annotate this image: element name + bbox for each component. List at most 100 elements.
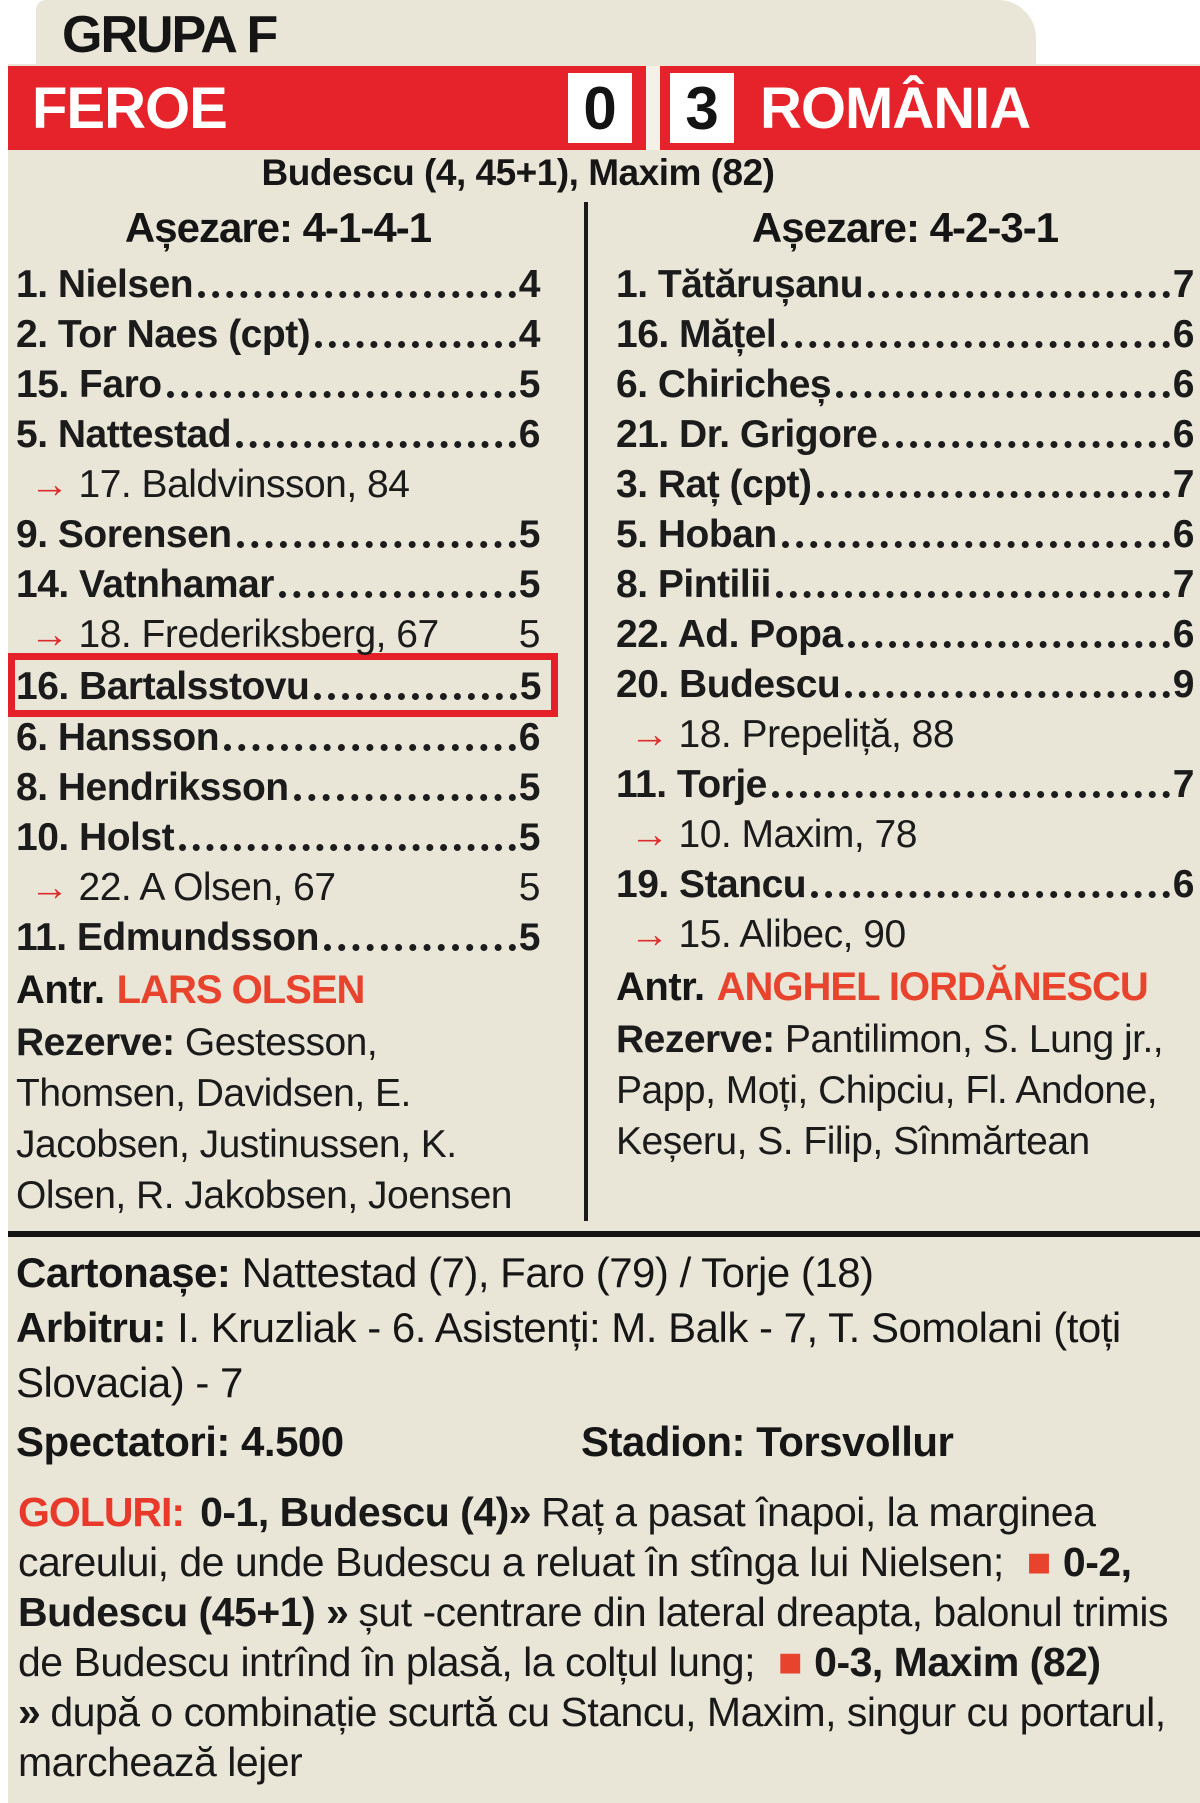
score-bar-home-segment: FEROE 0: [8, 66, 646, 150]
player-rating: 6: [518, 716, 541, 760]
player-rating: 5: [518, 563, 541, 607]
sub-arrow-icon: →: [30, 463, 69, 507]
sub-arrow-icon: →: [630, 813, 669, 857]
player-row: → 18. Prepeliță, 88: [616, 708, 1194, 758]
dotted-leader: [166, 391, 516, 398]
dotted-leader: [323, 944, 516, 951]
spectators-pair: Spectatori: 4.500: [16, 1414, 581, 1469]
goal-item: ■ 0-1, Budescu (4)»Raț a pasat înapoi, la…: [18, 1489, 1096, 1585]
goal-description: după o combinație scurtă cu Stancu, Maxi…: [18, 1689, 1166, 1785]
referee-value: I. Kruzliak - 6. Asistenți: M. Balk - 7,…: [16, 1304, 1121, 1406]
player-rating: 6: [1172, 613, 1195, 657]
player-rating: 6: [1172, 863, 1195, 907]
dotted-leader: [236, 441, 516, 448]
player-row: → 5. Nattestad 6: [16, 408, 541, 458]
player-rating: 5: [518, 513, 541, 557]
home-coach-row: Antr. LARS OLSEN: [16, 963, 540, 1017]
home-coach-name: LARS OLSEN: [116, 967, 366, 1012]
goals-paragraph: GOLURI: ■ 0-1, Budescu (4)»Raț a pasat îna…: [8, 1487, 1200, 1787]
player-name: 9. Sorensen: [16, 513, 232, 557]
player-row: → 5. Hoban 6: [616, 508, 1195, 558]
player-row: → 21. Dr. Grigore 6: [616, 408, 1195, 458]
dotted-leader: [198, 291, 516, 298]
player-name: 15. Faro: [16, 363, 162, 407]
goals-list: ■ 0-1, Budescu (4)»Raț a pasat înapoi, la…: [18, 1489, 1168, 1785]
dotted-leader: [771, 791, 1170, 798]
dotted-leader: [236, 541, 516, 548]
player-row: → 6. Chiricheș 6: [616, 358, 1195, 408]
attendance-line: Spectatori: 4.500 Stadion: Torsvollur: [8, 1414, 1200, 1469]
home-lineup: → 1. Nielsen 4 → 2. Tor Naes (cpt) 4: [8, 258, 558, 961]
player-row: → 1. Tătărușanu 7: [616, 258, 1195, 308]
goal-score: 0-3, Maxim (82) »: [18, 1639, 1101, 1735]
player-name: 14. Vatnhamar: [16, 563, 274, 607]
goals-label: GOLURI:: [18, 1489, 185, 1535]
player-rating: 5: [518, 866, 541, 910]
sub-arrow-icon: →: [30, 613, 69, 657]
player-row: → 8. Hendriksson 5: [16, 761, 541, 811]
dotted-leader: [179, 844, 516, 851]
goal-description: șut -centrare din lateral dreapta, balon…: [18, 1589, 1168, 1685]
stadium-label: Stadion:: [581, 1418, 745, 1465]
reserves-label: Rezerve:: [16, 1021, 175, 1064]
player-name: 15. Alibec, 90: [678, 913, 907, 957]
player-name: 21. Dr. Grigore: [616, 413, 878, 457]
goal-score: 0-2, Budescu (45+1) »: [18, 1539, 1132, 1635]
dotted-leader: [781, 541, 1170, 548]
goal-bullet-icon: ■: [1026, 1539, 1052, 1585]
player-row: → 22. Ad. Popa 6: [616, 608, 1195, 658]
goal-item: ■ 0-3, Maxim (82) » după o combinație scur…: [18, 1639, 1166, 1785]
referee-line: Arbitru: I. Kruzliak - 6. Asistenți: M. …: [8, 1300, 1200, 1410]
player-row: → 16. Mățel 6: [616, 308, 1195, 358]
group-tab: GRUPA F: [36, 0, 1036, 64]
player-name: 22. Ad. Popa: [616, 613, 843, 657]
dotted-leader: [781, 341, 1170, 348]
home-reserves-names: Gestesson, Thomsen, Davidsen, E. Jacobse…: [16, 1021, 512, 1217]
dotted-leader: [816, 491, 1170, 498]
player-name: 1. Tătărușanu: [616, 263, 864, 307]
player-name: 6. Chiricheș: [616, 363, 832, 407]
player-row: → 15. Alibec, 90: [616, 908, 1194, 958]
player-rating: 4: [518, 313, 541, 357]
horizontal-divider: [8, 1231, 1200, 1237]
player-row: → 10. Maxim, 78: [616, 808, 1194, 858]
player-name: 8. Hendriksson: [16, 766, 289, 810]
home-reserves: Rezerve: Gestesson, Thomsen, Davidsen, E…: [16, 1017, 540, 1221]
player-row: → 18. Frederiksberg, 67 5: [16, 608, 541, 658]
goal-description: Raț a pasat înapoi, la marginea careului…: [18, 1489, 1096, 1585]
dotted-leader: [845, 691, 1170, 698]
dotted-leader: [882, 441, 1170, 448]
player-rating: 7: [1172, 763, 1195, 807]
away-lineup: → 1. Tătărușanu 7 → 16. Mățel 6: [616, 258, 1195, 958]
referee-label: Arbitru:: [16, 1304, 166, 1351]
player-name: 20. Budescu: [616, 663, 841, 707]
dotted-leader: [314, 693, 517, 700]
coach-label: Antr.: [16, 967, 105, 1012]
goal-item: ■ 0-2, Budescu (45+1) » șut -centrare din …: [18, 1539, 1168, 1685]
dotted-leader: [315, 341, 516, 348]
player-name: 2. Tor Naes (cpt): [16, 313, 311, 357]
player-row: → 1. Nielsen 4: [16, 258, 541, 308]
player-name: 5. Hoban: [616, 513, 777, 557]
player-name: 19. Stancu: [616, 863, 807, 907]
home-team-name: FEROE: [32, 75, 228, 141]
player-row: → 9. Sorensen 5: [16, 508, 541, 558]
player-rating: 5: [518, 916, 541, 960]
dotted-leader: [293, 794, 516, 801]
player-rating: 5: [518, 613, 541, 657]
home-score: 0: [568, 73, 632, 143]
sub-arrow-icon: →: [630, 913, 669, 957]
player-name: 10. Maxim, 78: [678, 813, 918, 857]
player-rating: 4: [518, 263, 541, 307]
home-lineup-column: Așezare: 4-1-4-1 → 1. Nielsen 4 → 2.: [8, 202, 584, 1221]
dotted-leader: [836, 391, 1170, 398]
dotted-leader: [847, 641, 1170, 648]
player-rating: 6: [1172, 313, 1195, 357]
cards-line: Cartonașe: Nattestad (7), Faro (79) / To…: [8, 1245, 1200, 1300]
page-title: GRUPA F: [62, 6, 278, 64]
player-row: → 17. Baldvinsson, 84: [16, 458, 540, 508]
player-row: → 14. Vatnhamar 5: [16, 558, 541, 608]
player-row: → 20. Budescu 9: [616, 658, 1195, 708]
home-formation: Așezare: 4-1-4-1: [124, 204, 432, 251]
